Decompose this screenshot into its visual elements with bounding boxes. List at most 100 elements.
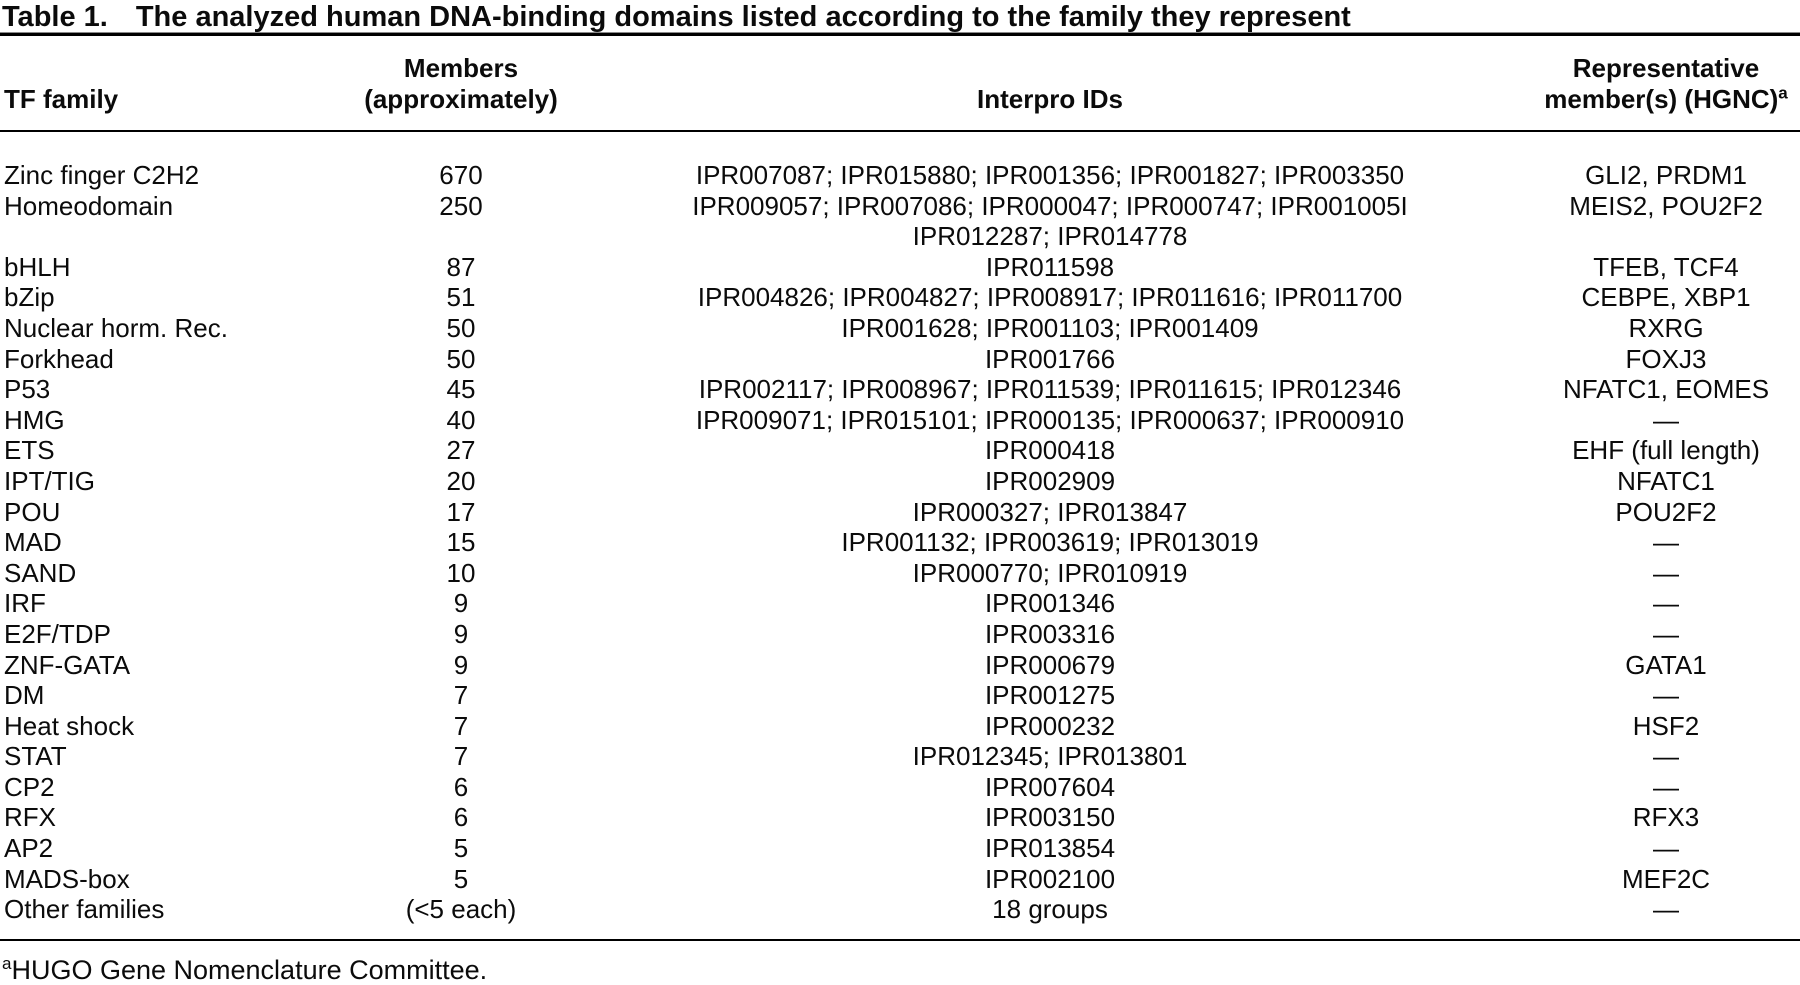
cell-members: 15 bbox=[446, 527, 476, 558]
footnote-marker: a bbox=[2, 953, 12, 973]
cell-tf-family: CP2 bbox=[4, 771, 55, 802]
cell-tf-family: bZip bbox=[4, 282, 55, 313]
cell-tf-family: Other families bbox=[4, 894, 165, 925]
cell-interpro-ids: IPR000418 bbox=[568, 435, 1532, 466]
cell-members: 9 bbox=[453, 618, 469, 649]
header-row: TF family Members (approximately) Interp… bbox=[0, 36, 1800, 132]
cell-interpro-ids: IPR003150 bbox=[568, 802, 1532, 833]
table-row: CP2 6 IPR007604 — bbox=[0, 772, 1800, 803]
cell-tf-family: bHLH bbox=[4, 251, 71, 282]
interpro-id-line: IPR000679 bbox=[984, 649, 1116, 680]
cell-members: 50 bbox=[446, 312, 476, 343]
cell-representative-member: POU2F2 bbox=[1615, 496, 1717, 527]
table-row: DM 7 IPR001275 — bbox=[0, 680, 1800, 711]
interpro-id-line: IPR001346 bbox=[984, 588, 1116, 619]
cell-interpro-ids: IPR012345; IPR013801 bbox=[568, 741, 1532, 772]
cell-representative-member: CEBPE, XBP1 bbox=[1581, 282, 1751, 313]
cell-interpro-ids: IPR011598 bbox=[568, 252, 1532, 283]
table-row: Homeodomain 250 IPR009057; IPR007086; IPR0… bbox=[0, 191, 1800, 252]
interpro-id-line: IPR002117; IPR008967; IPR011539; IPR0116… bbox=[698, 374, 1402, 405]
interpro-id-line: IPR002100 bbox=[984, 863, 1116, 894]
cell-interpro-ids: IPR001346 bbox=[568, 588, 1532, 619]
cell-members: 9 bbox=[453, 649, 469, 680]
cell-interpro-ids: IPR004826; IPR004827; IPR008917; IPR0116… bbox=[568, 282, 1532, 313]
col-header-members: Members (approximately) bbox=[354, 36, 568, 132]
footnote: aHUGO Gene Nomenclature Committee. bbox=[0, 955, 1800, 985]
cell-representative-member: — bbox=[1653, 741, 1679, 772]
table-row: P53 45 IPR002117; IPR008967; IPR011539; IP… bbox=[0, 374, 1800, 405]
interpro-id-line: IPR001766 bbox=[984, 343, 1116, 374]
cell-members: 5 bbox=[453, 833, 469, 864]
cell-interpro-ids: IPR003316 bbox=[568, 619, 1532, 650]
cell-interpro-ids: IPR001766 bbox=[568, 344, 1532, 375]
col-header-tf-family: TF family bbox=[0, 36, 354, 132]
cell-representative-member: — bbox=[1653, 894, 1679, 925]
cell-members: 17 bbox=[446, 496, 476, 527]
col-header-members-line2: (approximately) bbox=[364, 84, 558, 114]
cell-tf-family: Heat shock bbox=[4, 710, 135, 741]
cell-members: 20 bbox=[446, 465, 476, 496]
table-row: ETS 27 IPR000418 EHF (full length) bbox=[0, 435, 1800, 466]
cell-representative-member: — bbox=[1653, 618, 1679, 649]
cell-tf-family: POU bbox=[4, 496, 61, 527]
cell-tf-family: P53 bbox=[4, 374, 51, 405]
cell-interpro-ids: 18 groups bbox=[568, 894, 1532, 940]
col-header-representative-line2: member(s) (HGNC)a bbox=[1544, 83, 1788, 114]
col-header-interpro-ids: Interpro IDs bbox=[568, 36, 1532, 132]
table-title: The analyzed human DNA-binding domains l… bbox=[135, 1, 1351, 33]
cell-representative-member: — bbox=[1653, 588, 1679, 619]
interpro-id-line: IPR003150 bbox=[984, 802, 1116, 833]
cell-representative-member: EHF (full length) bbox=[1572, 435, 1760, 466]
cell-representative-member: RXRG bbox=[1628, 312, 1704, 343]
interpro-id-line: IPR000418 bbox=[984, 435, 1116, 466]
interpro-id-line: IPR009071; IPR015101; IPR000135; IPR0006… bbox=[695, 404, 1405, 435]
cell-tf-family: Zinc finger C2H2 bbox=[4, 160, 200, 190]
footnote-text: HUGO Gene Nomenclature Committee. bbox=[11, 954, 488, 985]
interpro-id-line: IPR007087; IPR015880; IPR001356; IPR0018… bbox=[695, 160, 1405, 190]
interpro-id-line: IPR000232 bbox=[984, 710, 1116, 741]
cell-members: 250 bbox=[439, 190, 483, 221]
cell-tf-family: MAD bbox=[4, 527, 62, 558]
interpro-id-line: IPR013854 bbox=[984, 833, 1116, 864]
cell-tf-family: AP2 bbox=[4, 833, 54, 864]
col-header-representative-line1: Representative bbox=[1572, 53, 1760, 83]
cell-members: 40 bbox=[446, 404, 476, 435]
cell-interpro-ids: IPR000679 bbox=[568, 650, 1532, 681]
cell-members: 10 bbox=[446, 557, 476, 588]
interpro-id-line: IPR002909 bbox=[984, 465, 1116, 496]
cell-tf-family: Homeodomain bbox=[4, 190, 174, 221]
cell-interpro-ids: IPR002909 bbox=[568, 466, 1532, 497]
cell-tf-family: ZNF-GATA bbox=[4, 649, 131, 680]
table-row: POU 17 IPR000327; IPR013847 POU2F2 bbox=[0, 497, 1800, 528]
cell-representative-member: TFEB, TCF4 bbox=[1593, 251, 1739, 282]
cell-tf-family: STAT bbox=[4, 741, 67, 772]
cell-representative-member: RFX3 bbox=[1632, 802, 1700, 833]
interpro-id-line: IPR012287; IPR014778 bbox=[912, 221, 1188, 252]
cell-representative-member: HSF2 bbox=[1632, 710, 1700, 741]
cell-interpro-ids: IPR013854 bbox=[568, 833, 1532, 864]
table-row: RFX 6 IPR003150 RFX3 bbox=[0, 802, 1800, 833]
table-row: Forkhead 50 IPR001766 FOXJ3 bbox=[0, 344, 1800, 375]
col-header-representative: Representative member(s) (HGNC)a bbox=[1532, 36, 1800, 132]
cell-representative-member: — bbox=[1653, 680, 1679, 711]
interpro-id-line: IPR003316 bbox=[984, 618, 1116, 649]
col-header-interpro-label: Interpro IDs bbox=[977, 84, 1123, 114]
table-row: HMG 40 IPR009071; IPR015101; IPR000135; IP… bbox=[0, 405, 1800, 436]
table-label: Table 1. bbox=[2, 1, 108, 33]
interpro-id-line: IPR000770; IPR010919 bbox=[912, 557, 1188, 588]
cell-interpro-ids: IPR001132; IPR003619; IPR013019 bbox=[568, 527, 1532, 558]
table-row: STAT 7 IPR012345; IPR013801 — bbox=[0, 741, 1800, 772]
table-row: Other families (<5 each) 18 groups — bbox=[0, 894, 1800, 940]
cell-representative-member: NFATC1 bbox=[1617, 465, 1715, 496]
cell-members: 50 bbox=[446, 343, 476, 374]
cell-tf-family: Nuclear horm. Rec. bbox=[4, 312, 228, 343]
table-row: IPT/TIG 20 IPR002909 NFATC1 bbox=[0, 466, 1800, 497]
cell-interpro-ids: IPR001628; IPR001103; IPR001409 bbox=[568, 313, 1532, 344]
cell-members: 27 bbox=[446, 435, 476, 466]
interpro-id-line: IPR000327; IPR013847 bbox=[912, 496, 1188, 527]
cell-tf-family: MADS-box bbox=[4, 863, 130, 894]
table-row: MADS-box 5 IPR002100 MEF2C bbox=[0, 864, 1800, 895]
table-header: TF family Members (approximately) Interp… bbox=[0, 36, 1800, 132]
footnote-marker-header: a bbox=[1778, 83, 1788, 103]
